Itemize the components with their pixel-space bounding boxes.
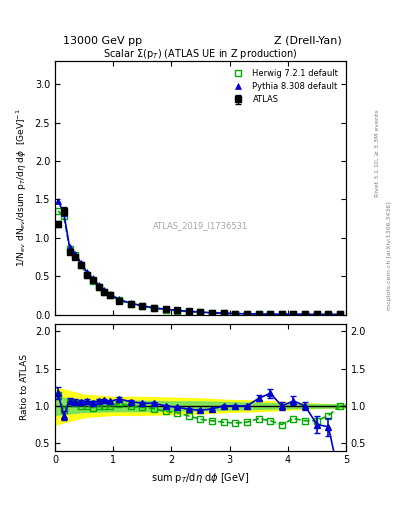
Herwig 7.2.1 default xyxy=(186,309,191,315)
Herwig 7.2.1 default xyxy=(90,278,95,284)
Pythia 8.308 default xyxy=(291,311,296,317)
Herwig 7.2.1 default xyxy=(67,245,72,251)
Pythia 8.308 default xyxy=(102,287,107,293)
Pythia 8.308 default xyxy=(338,311,342,317)
X-axis label: sum p$_T$/d$\eta$ d$\phi$ [GeV]: sum p$_T$/d$\eta$ d$\phi$ [GeV] xyxy=(151,471,250,485)
Line: Herwig 7.2.1 default: Herwig 7.2.1 default xyxy=(55,208,343,317)
Pythia 8.308 default xyxy=(268,311,273,317)
Herwig 7.2.1 default xyxy=(221,310,226,316)
Pythia 8.308 default xyxy=(326,311,331,317)
Herwig 7.2.1 default xyxy=(108,292,113,298)
Pythia 8.308 default xyxy=(61,209,66,216)
Pythia 8.308 default xyxy=(79,260,84,266)
Pythia 8.308 default xyxy=(128,300,133,306)
Herwig 7.2.1 default xyxy=(152,305,156,311)
Pythia 8.308 default xyxy=(152,305,156,311)
Herwig 7.2.1 default xyxy=(268,311,273,317)
Herwig 7.2.1 default xyxy=(210,310,215,316)
Herwig 7.2.1 default xyxy=(163,307,168,313)
Pythia 8.308 default xyxy=(55,198,60,204)
Herwig 7.2.1 default xyxy=(102,288,107,294)
Herwig 7.2.1 default xyxy=(128,301,133,307)
Pythia 8.308 default xyxy=(279,311,284,317)
Herwig 7.2.1 default xyxy=(303,311,307,317)
Pythia 8.308 default xyxy=(90,275,95,282)
Pythia 8.308 default xyxy=(221,310,226,316)
Herwig 7.2.1 default xyxy=(73,251,78,258)
Herwig 7.2.1 default xyxy=(314,311,319,317)
Herwig 7.2.1 default xyxy=(244,311,249,317)
Herwig 7.2.1 default xyxy=(198,309,203,315)
Pythia 8.308 default xyxy=(117,296,121,303)
Herwig 7.2.1 default xyxy=(140,303,145,309)
Pythia 8.308 default xyxy=(175,307,180,313)
Text: Z (Drell-Yan): Z (Drell-Yan) xyxy=(274,35,342,46)
Pythia 8.308 default xyxy=(314,311,319,317)
Herwig 7.2.1 default xyxy=(79,262,84,268)
Herwig 7.2.1 default xyxy=(175,308,180,314)
Pythia 8.308 default xyxy=(108,291,113,297)
Line: Pythia 8.308 default: Pythia 8.308 default xyxy=(55,198,343,317)
Herwig 7.2.1 default xyxy=(117,297,121,304)
Pythia 8.308 default xyxy=(198,309,203,315)
Herwig 7.2.1 default xyxy=(55,208,60,214)
Text: 13000 GeV pp: 13000 GeV pp xyxy=(63,35,142,46)
Y-axis label: Ratio to ATLAS: Ratio to ATLAS xyxy=(20,354,29,420)
Text: ATLAS_2019_I1736531: ATLAS_2019_I1736531 xyxy=(153,222,248,230)
Pythia 8.308 default xyxy=(186,308,191,314)
Herwig 7.2.1 default xyxy=(61,214,66,220)
Pythia 8.308 default xyxy=(210,310,215,316)
Herwig 7.2.1 default xyxy=(326,311,331,317)
Pythia 8.308 default xyxy=(256,311,261,317)
Pythia 8.308 default xyxy=(244,311,249,317)
Herwig 7.2.1 default xyxy=(256,311,261,317)
Pythia 8.308 default xyxy=(233,310,238,316)
Herwig 7.2.1 default xyxy=(233,311,238,317)
Herwig 7.2.1 default xyxy=(279,311,284,317)
Pythia 8.308 default xyxy=(163,306,168,312)
Pythia 8.308 default xyxy=(67,244,72,250)
Pythia 8.308 default xyxy=(140,303,145,309)
Legend: Herwig 7.2.1 default, Pythia 8.308 default, ATLAS: Herwig 7.2.1 default, Pythia 8.308 defau… xyxy=(224,66,342,108)
Text: Rivet 3.1.10, ≥ 3.3M events: Rivet 3.1.10, ≥ 3.3M events xyxy=(375,110,380,198)
Pythia 8.308 default xyxy=(73,251,78,257)
Pythia 8.308 default xyxy=(96,282,101,288)
Pythia 8.308 default xyxy=(303,311,307,317)
Herwig 7.2.1 default xyxy=(338,311,342,317)
Herwig 7.2.1 default xyxy=(96,284,101,290)
Text: mcplots.cern.ch [arXiv:1306.3436]: mcplots.cern.ch [arXiv:1306.3436] xyxy=(387,202,391,310)
Y-axis label: 1/N$_{ev}$ dN$_{ev}$/dsum p$_T$/d$\eta$ d$\phi$  [GeV]$^{-1}$: 1/N$_{ev}$ dN$_{ev}$/dsum p$_T$/d$\eta$ … xyxy=(15,109,29,267)
Pythia 8.308 default xyxy=(84,269,89,275)
Herwig 7.2.1 default xyxy=(291,311,296,317)
Herwig 7.2.1 default xyxy=(84,271,89,278)
Title: Scalar $\Sigma$(p$_T$) (ATLAS UE in Z production): Scalar $\Sigma$(p$_T$) (ATLAS UE in Z pr… xyxy=(103,47,298,61)
